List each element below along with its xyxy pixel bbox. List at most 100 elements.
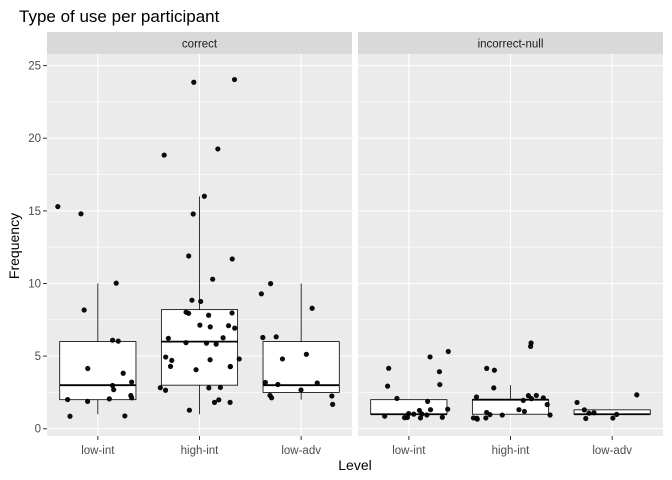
- y-tick-label: 10: [28, 278, 41, 290]
- data-point: [111, 387, 117, 393]
- data-point: [314, 380, 320, 386]
- data-point: [113, 280, 119, 286]
- data-point: [161, 152, 167, 158]
- data-point: [197, 322, 203, 328]
- plot-area: correct low-int high-int low-adv incorrect-n…: [28, 32, 663, 457]
- data-point: [384, 383, 391, 389]
- data-point: [298, 387, 304, 393]
- data-point: [229, 256, 235, 262]
- data-point: [231, 76, 238, 83]
- data-point: [115, 338, 121, 344]
- data-point: [269, 395, 275, 401]
- data-point: [258, 291, 264, 297]
- data-point: [581, 407, 587, 413]
- data-point: [85, 365, 91, 372]
- data-point: [586, 410, 592, 416]
- data-point: [533, 392, 539, 399]
- data-point: [225, 323, 232, 329]
- data-point: [273, 334, 279, 340]
- data-point: [614, 411, 620, 418]
- data-point: [437, 381, 443, 388]
- data-point: [220, 335, 226, 341]
- data-point: [309, 305, 315, 311]
- data-point: [78, 211, 84, 217]
- data-point: [260, 334, 266, 341]
- x-tick-label: low-adv: [592, 445, 632, 457]
- data-point: [183, 309, 189, 315]
- data-point: [65, 396, 71, 403]
- x-tick-label: high-int: [492, 445, 531, 457]
- data-point: [474, 416, 480, 422]
- data-point: [303, 351, 309, 357]
- data-point: [425, 398, 431, 404]
- data-point: [483, 415, 489, 421]
- y-tick-label: 25: [28, 61, 41, 73]
- data-point: [190, 211, 196, 217]
- facet-strip-label: correct: [182, 39, 218, 51]
- data-point: [129, 379, 135, 385]
- facet-strip: [47, 32, 352, 54]
- data-point: [427, 407, 434, 413]
- data-point: [120, 370, 126, 376]
- x-tick-label: low-int: [392, 445, 426, 457]
- data-point: [229, 310, 235, 316]
- data-point: [445, 348, 451, 355]
- data-point: [55, 203, 61, 210]
- data-point: [330, 401, 336, 407]
- data-point: [484, 365, 490, 371]
- data-point: [583, 415, 589, 422]
- data-point: [67, 413, 73, 419]
- data-point: [162, 387, 169, 393]
- data-point: [109, 382, 116, 389]
- data-point: [525, 393, 532, 399]
- data-point: [157, 385, 163, 391]
- data-point: [436, 369, 443, 375]
- data-point: [499, 412, 505, 418]
- data-point: [163, 354, 169, 360]
- data-point: [386, 365, 392, 371]
- data-point: [236, 356, 242, 362]
- data-point: [491, 367, 497, 373]
- data-point: [520, 397, 526, 404]
- data-point: [207, 324, 213, 330]
- x-tick-label: low-adv: [281, 445, 321, 457]
- data-point: [487, 412, 493, 418]
- data-point: [227, 399, 233, 405]
- data-point: [198, 298, 204, 305]
- data-point: [427, 354, 433, 360]
- y-tick-label: 5: [35, 351, 41, 363]
- data-point: [268, 280, 274, 287]
- data-point: [527, 343, 534, 350]
- data-point: [201, 193, 207, 199]
- data-point: [206, 385, 212, 391]
- chart-title: Type of use per participant: [19, 7, 220, 26]
- facet-strip-label: incorrect-null: [478, 39, 544, 51]
- data-point: [445, 406, 451, 412]
- data-point: [275, 381, 281, 388]
- data-point: [81, 307, 87, 313]
- data-point: [329, 393, 335, 399]
- data-point: [206, 312, 212, 318]
- y-tick-label: 0: [35, 424, 41, 436]
- data-point: [574, 399, 580, 406]
- x-axis-title: Level: [338, 457, 371, 473]
- data-point: [262, 379, 268, 386]
- data-point: [167, 363, 174, 369]
- x-tick-label: low-int: [81, 445, 115, 457]
- data-point: [191, 79, 197, 85]
- data-point: [193, 367, 199, 373]
- data-point: [165, 335, 171, 341]
- data-point: [217, 384, 224, 391]
- data-point: [128, 392, 134, 399]
- data-point: [122, 413, 128, 419]
- data-point: [203, 340, 210, 346]
- data-point: [279, 356, 286, 362]
- data-point: [547, 412, 553, 418]
- data-point: [169, 357, 175, 364]
- data-point: [216, 397, 222, 403]
- facet-strip: [358, 32, 663, 54]
- data-point: [189, 297, 195, 303]
- data-point: [211, 399, 218, 405]
- data-point: [106, 396, 112, 402]
